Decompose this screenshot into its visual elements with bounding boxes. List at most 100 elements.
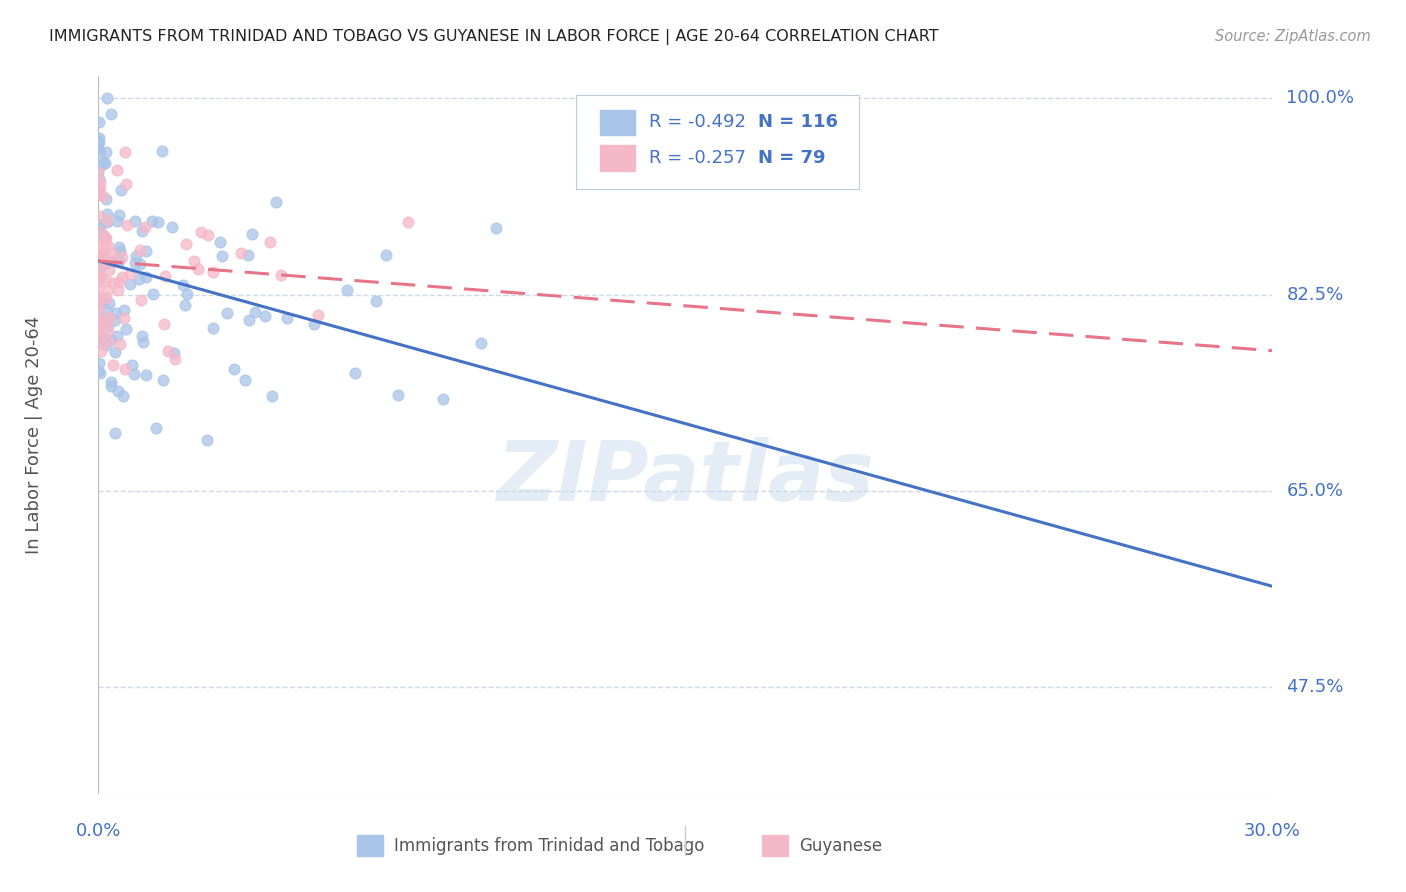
Text: ZIPatlas: ZIPatlas [496, 437, 875, 518]
Point [87, 233, 110, 247]
Point [87, 115, 110, 129]
Point [174, 298, 197, 312]
Point [89, 367, 111, 381]
Point [87, 309, 110, 323]
Point [87, 238, 110, 252]
Point [253, 310, 276, 324]
FancyBboxPatch shape [576, 95, 859, 189]
Point [105, 162, 128, 177]
Text: Source: ZipAtlas.com: Source: ZipAtlas.com [1215, 29, 1371, 44]
Point [94, 230, 117, 244]
Point [156, 343, 179, 358]
Point [201, 265, 224, 279]
Point [97, 254, 120, 268]
Point [215, 306, 238, 320]
Point [155, 269, 177, 284]
Point [87, 356, 110, 370]
Point [115, 322, 138, 336]
Point [114, 361, 136, 376]
Point [129, 293, 152, 307]
Point [89, 272, 111, 286]
Point [87, 274, 110, 288]
Text: N = 79: N = 79 [758, 149, 825, 168]
Point [89, 320, 111, 334]
Point [97, 334, 120, 348]
Point [93, 331, 115, 345]
Point [344, 366, 367, 380]
Point [176, 286, 198, 301]
Point [135, 269, 157, 284]
Point [150, 144, 173, 158]
Point [172, 278, 194, 293]
Point [124, 249, 146, 263]
Point [111, 270, 134, 285]
Point [90, 269, 112, 284]
Point [120, 277, 142, 291]
Point [112, 310, 135, 325]
Point [128, 256, 150, 270]
Point [114, 145, 136, 160]
Point [87, 136, 110, 150]
Point [87, 297, 110, 311]
Point [94, 145, 117, 159]
Point [97, 239, 120, 253]
Point [87, 293, 110, 308]
Point [115, 218, 138, 232]
Point [135, 368, 157, 382]
Point [87, 301, 110, 316]
Point [122, 368, 145, 382]
Point [336, 283, 359, 297]
Point [152, 373, 174, 387]
Point [98, 295, 121, 310]
Point [96, 303, 118, 318]
Text: 65.0%: 65.0% [1286, 482, 1343, 500]
Point [398, 215, 420, 229]
Text: 100.0%: 100.0% [1286, 89, 1354, 107]
Point [128, 244, 150, 258]
FancyBboxPatch shape [762, 835, 787, 856]
Point [91, 155, 114, 169]
Point [233, 373, 256, 387]
Point [208, 235, 231, 250]
Point [107, 283, 129, 297]
Point [87, 172, 110, 186]
Point [87, 281, 110, 295]
Point [111, 250, 134, 264]
Point [89, 176, 111, 190]
Point [87, 131, 110, 145]
Point [87, 326, 110, 340]
Point [94, 230, 117, 244]
Point [135, 244, 157, 259]
Point [90, 336, 112, 351]
Point [89, 145, 111, 159]
Point [93, 245, 115, 260]
Point [89, 291, 111, 305]
Text: Guyanese: Guyanese [799, 837, 883, 855]
Point [141, 213, 163, 227]
Point [152, 318, 174, 332]
FancyBboxPatch shape [600, 110, 636, 136]
Point [87, 324, 110, 338]
Point [264, 195, 287, 210]
Point [190, 225, 212, 239]
Point [91, 293, 114, 308]
Point [107, 208, 129, 222]
Point [87, 272, 110, 286]
Text: R = -0.492: R = -0.492 [650, 113, 747, 131]
Text: N = 116: N = 116 [758, 113, 838, 131]
Point [470, 335, 492, 350]
Point [128, 271, 150, 285]
Point [101, 246, 124, 260]
Point [387, 388, 409, 402]
Point [87, 264, 110, 278]
Point [201, 321, 224, 335]
Point [101, 358, 124, 372]
Point [87, 183, 110, 197]
Point [110, 183, 132, 197]
Point [211, 249, 233, 263]
Point [87, 326, 110, 341]
Point [163, 351, 186, 366]
Point [89, 343, 111, 358]
Point [87, 248, 110, 262]
Point [96, 215, 118, 229]
